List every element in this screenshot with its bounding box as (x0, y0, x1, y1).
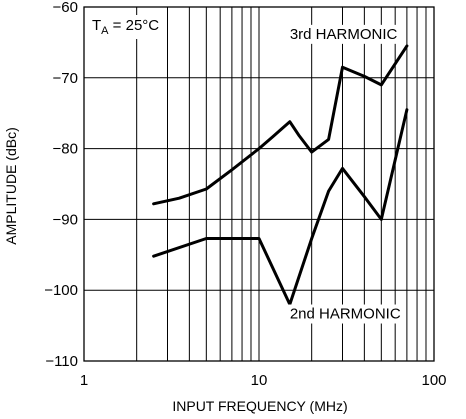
label-third-harmonic-background (286, 24, 401, 44)
label-third-harmonic: 3rd HARMONIC (290, 26, 398, 43)
x-axis-title: INPUT FREQUENCY (MHz) (172, 398, 347, 414)
x-tick-label: 10 (251, 372, 268, 389)
annotation-suffix: = 25°C (109, 17, 160, 34)
plot-frame (83, 6, 435, 362)
label-second-harmonic-background (286, 304, 404, 324)
x-tick-label: 1 (80, 372, 88, 389)
x-tick-label: 100 (421, 372, 446, 389)
y-tick-label: −80 (53, 141, 78, 158)
y-tick-label: −70 (53, 70, 78, 87)
x-tick-labels: 1 10 100 (80, 372, 447, 389)
y-tick-labels: −60 −70 −80 −90 −100 −110 (44, 0, 78, 370)
y-tick-label: −60 (53, 0, 78, 16)
y-tick-label: −110 (45, 353, 78, 370)
series-labels: 3rd HARMONIC 2nd HARMONIC (286, 24, 404, 324)
series-line-third-harmonic (152, 44, 409, 206)
annotation-background (88, 15, 164, 39)
y-tick-label: −90 (53, 211, 78, 228)
annotation-subscript: A (101, 25, 109, 37)
temperature-annotation: TA = 25°C (92, 17, 159, 37)
series-line-second-harmonic (152, 108, 409, 306)
y-axis-title: AMPLITUDE (dBc) (3, 127, 19, 244)
y-tick-label: −100 (44, 282, 78, 299)
label-second-harmonic: 2nd HARMONIC (290, 306, 401, 323)
series-lines (152, 44, 409, 306)
annotation-prefix: T (92, 17, 101, 34)
